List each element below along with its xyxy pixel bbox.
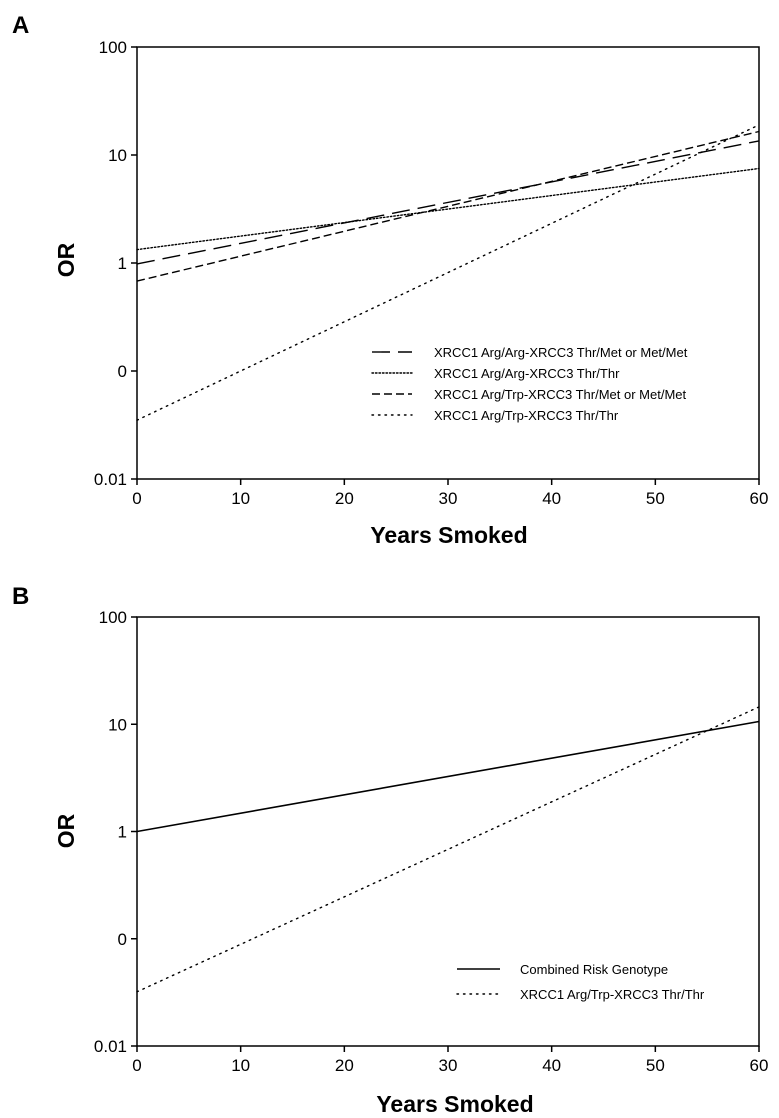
series-line-1 [136, 140, 760, 265]
y-tick-label: 10 [108, 146, 127, 165]
y-tick-label: 0.01 [94, 1037, 127, 1056]
panel-a-legend: XRCC1 Arg/Arg-XRCC3 Thr/Met or Met/Met XR… [371, 345, 688, 423]
y-tick-label: 1 [118, 823, 127, 842]
y-tick-label: 100 [99, 608, 127, 627]
panel-b: B OR Years Smoked 0 10 20 30 40 50 60 0.01 0 1 10 1… [12, 583, 768, 1117]
series-line-3 [136, 130, 760, 282]
x-tick-label: 0 [132, 1056, 141, 1075]
x-tick-label: 10 [231, 489, 250, 508]
plot-frame [136, 616, 760, 1047]
panel-a-letter: A [12, 12, 29, 39]
panel-a-y-axis-label: OR [53, 242, 79, 277]
y-tick-label: 0 [118, 930, 127, 949]
x-tick-label: 60 [750, 489, 769, 508]
legend-label: Combined Risk Genotype [520, 962, 668, 977]
x-tick-label: 40 [542, 489, 561, 508]
y-tick-label: 1 [118, 254, 127, 273]
panel-b-legend: Combined Risk Genotype XRCC1 Arg/Trp-XRCC… [456, 962, 705, 1002]
x-tick-label: 50 [646, 1056, 665, 1075]
panel-a: A OR Years Smoked 0 10 20 30 40 50 60 0.01 0 1 10 1… [12, 12, 768, 548]
y-tick-label: 10 [108, 715, 127, 734]
series-line-1 [136, 720, 760, 833]
series-line-2 [136, 706, 760, 993]
x-tick-label: 60 [750, 1056, 769, 1075]
x-tick-label: 20 [335, 1056, 354, 1075]
panel-b-letter: B [12, 583, 29, 610]
y-tick-label: 100 [99, 38, 127, 57]
legend-label: XRCC1 Arg/Trp-XRCC3 Thr/Thr [520, 987, 705, 1002]
legend-label: XRCC1 Arg/Arg-XRCC3 Thr/Met or Met/Met [434, 345, 688, 360]
x-tick-label: 30 [439, 1056, 458, 1075]
panel-b-x-axis-label: Years Smoked [376, 1091, 533, 1117]
x-tick-label: 20 [335, 489, 354, 508]
y-tick-label: 0.01 [94, 470, 127, 489]
x-tick-label: 30 [439, 489, 458, 508]
panel-a-plot-area: 0 10 20 30 40 50 60 0.01 0 1 10 100 [94, 38, 769, 508]
panel-b-plot-area: 0 10 20 30 40 50 60 0.01 0 1 10 100 [94, 608, 769, 1075]
x-tick-label: 0 [132, 489, 141, 508]
x-tick-label: 10 [231, 1056, 250, 1075]
series-line-4 [136, 124, 760, 421]
legend-label: XRCC1 Arg/Trp-XRCC3 Thr/Met or Met/Met [434, 387, 686, 402]
panel-a-x-axis-label: Years Smoked [370, 522, 527, 548]
series-line-2 [136, 167, 760, 251]
x-tick-label: 40 [542, 1056, 561, 1075]
panel-b-y-axis-label: OR [53, 813, 79, 848]
y-tick-label: 0 [118, 362, 127, 381]
legend-label: XRCC1 Arg/Arg-XRCC3 Thr/Thr [434, 366, 620, 381]
x-tick-label: 50 [646, 489, 665, 508]
legend-label: XRCC1 Arg/Trp-XRCC3 Thr/Thr [434, 408, 619, 423]
